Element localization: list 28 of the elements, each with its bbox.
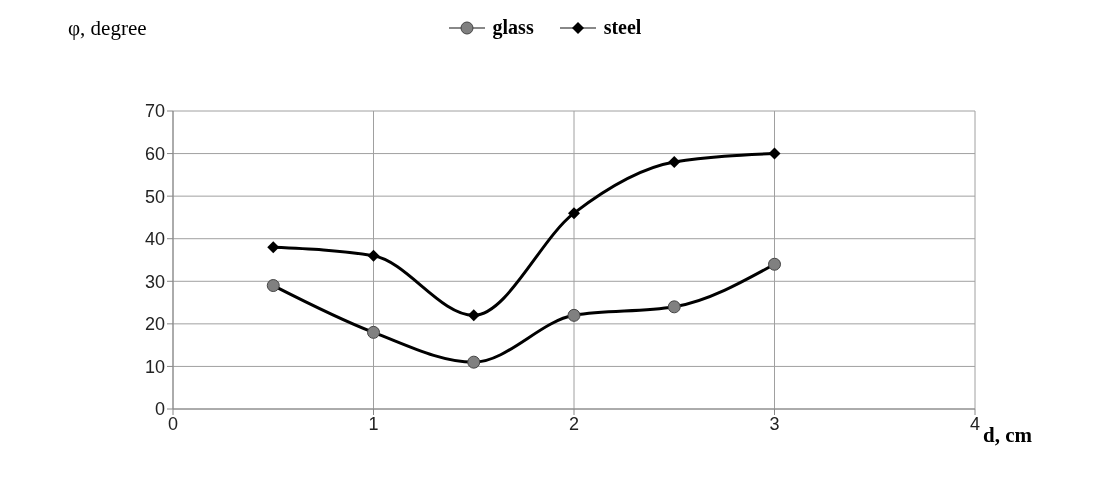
point <box>668 156 681 169</box>
legend-label: steel <box>603 16 642 39</box>
y-tick-label: 40 <box>144 229 165 250</box>
x-axis-title: d, cm <box>983 423 1032 448</box>
point <box>667 300 681 314</box>
y-tick-label: 20 <box>144 314 165 335</box>
point <box>567 308 581 322</box>
x-tick-label: 1 <box>368 413 379 434</box>
x-tick-label: 4 <box>969 413 981 434</box>
point <box>467 309 480 322</box>
point <box>367 325 380 339</box>
y-tick-label: 30 <box>144 271 165 292</box>
y-tick-label: 0 <box>154 399 165 420</box>
y-tick-label: 10 <box>144 356 165 377</box>
point <box>768 147 781 160</box>
point <box>266 279 280 293</box>
x-tick-label: 3 <box>769 413 780 434</box>
point <box>768 257 781 271</box>
y-tick-label: 50 <box>144 186 165 207</box>
point <box>568 207 580 220</box>
x-tick-label: 0 <box>167 413 179 434</box>
point <box>367 249 380 262</box>
legend-label: glass <box>492 16 534 39</box>
y-tick-label: 60 <box>144 143 165 164</box>
y-tick-label: 70 <box>144 101 165 122</box>
point <box>467 355 481 369</box>
x-tick-label: 2 <box>568 413 580 434</box>
y-axis-title: φ, degree <box>68 16 147 41</box>
